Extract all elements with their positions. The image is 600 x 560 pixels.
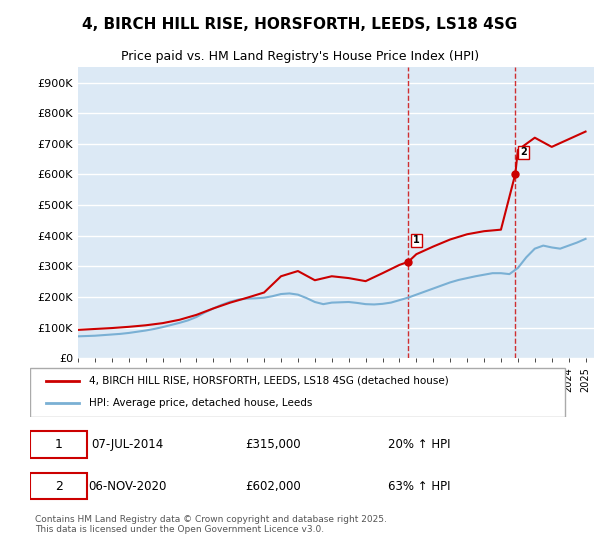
FancyBboxPatch shape	[30, 432, 87, 458]
Text: HPI: Average price, detached house, Leeds: HPI: Average price, detached house, Leed…	[89, 398, 313, 408]
FancyBboxPatch shape	[30, 473, 87, 499]
Text: 2: 2	[55, 480, 62, 493]
Text: £315,000: £315,000	[245, 438, 301, 451]
Text: 1: 1	[55, 438, 62, 451]
Text: 2: 2	[520, 147, 527, 157]
Text: 06-NOV-2020: 06-NOV-2020	[88, 480, 166, 493]
Text: 4, BIRCH HILL RISE, HORSFORTH, LEEDS, LS18 4SG: 4, BIRCH HILL RISE, HORSFORTH, LEEDS, LS…	[82, 17, 518, 32]
Text: 63% ↑ HPI: 63% ↑ HPI	[388, 480, 450, 493]
Text: 1: 1	[413, 235, 420, 245]
Text: Price paid vs. HM Land Registry's House Price Index (HPI): Price paid vs. HM Land Registry's House …	[121, 50, 479, 63]
Text: 4, BIRCH HILL RISE, HORSFORTH, LEEDS, LS18 4SG (detached house): 4, BIRCH HILL RISE, HORSFORTH, LEEDS, LS…	[89, 376, 449, 386]
FancyBboxPatch shape	[30, 368, 565, 417]
Text: 07-JUL-2014: 07-JUL-2014	[91, 438, 163, 451]
Text: 20% ↑ HPI: 20% ↑ HPI	[388, 438, 450, 451]
Text: Contains HM Land Registry data © Crown copyright and database right 2025.
This d: Contains HM Land Registry data © Crown c…	[35, 515, 387, 534]
Text: £602,000: £602,000	[245, 480, 301, 493]
